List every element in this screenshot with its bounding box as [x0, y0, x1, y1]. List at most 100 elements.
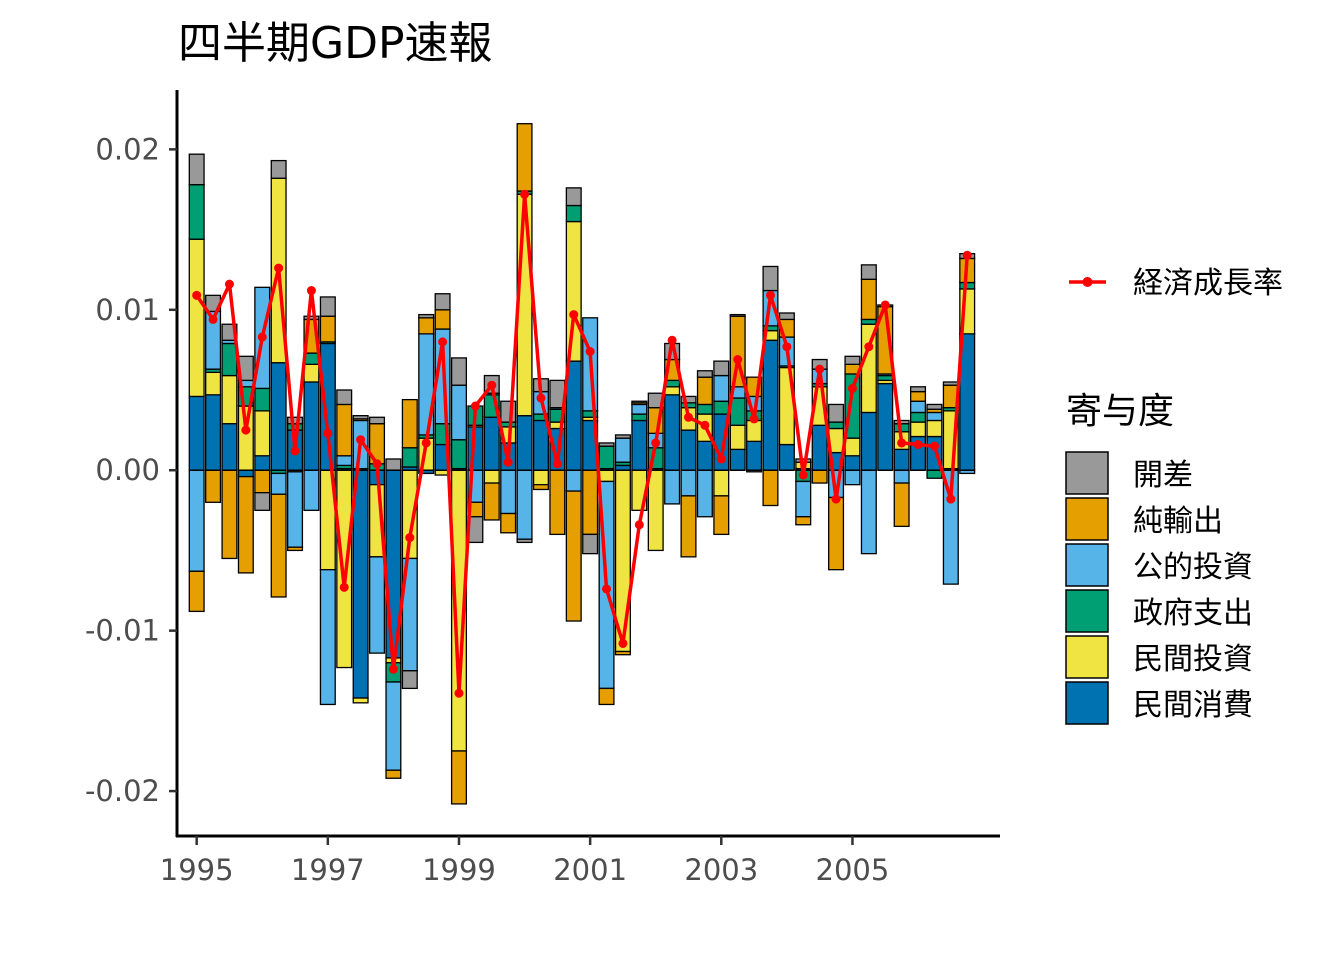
x-tick-label: 1997: [291, 853, 365, 887]
growth-point: [602, 584, 612, 594]
bar-segment: [532, 469, 549, 486]
bar-segment: [205, 469, 222, 503]
bar-segment: [828, 496, 845, 571]
bar-segment: [319, 315, 336, 343]
legend-item-label: 公的投資: [1133, 550, 1253, 585]
growth-point: [405, 533, 415, 543]
bar-segment: [844, 355, 861, 365]
bar-segment: [910, 421, 927, 438]
bar-segment: [844, 455, 861, 471]
bar-segment: [696, 376, 713, 406]
bar-segment: [352, 469, 369, 699]
bar-segment: [713, 360, 730, 377]
bar-segment: [254, 387, 271, 412]
bar-segment: [910, 400, 927, 414]
bar-segment: [532, 419, 549, 471]
bar-segment: [713, 374, 730, 402]
growth-line: [195, 192, 969, 695]
bar-segment: [254, 455, 271, 471]
bar-segment: [401, 398, 418, 449]
growth-point: [618, 638, 628, 648]
growth-point: [438, 337, 448, 347]
bar-segment: [910, 386, 927, 393]
bar-segment: [188, 153, 205, 186]
growth-point: [356, 435, 366, 445]
bar-segment: [614, 650, 631, 656]
bar-segment: [729, 448, 746, 471]
chart-title: 四半期GDP速報: [178, 18, 493, 69]
bar-segment: [877, 382, 894, 471]
growth-point: [208, 314, 218, 324]
x-tick-label: 2003: [684, 853, 758, 887]
bar-segment: [483, 469, 500, 484]
bar-segment: [270, 159, 287, 179]
growth-point: [487, 380, 497, 390]
legend-item-label: 民間消費: [1133, 688, 1253, 723]
bar-segment: [631, 413, 648, 422]
growth-point: [224, 279, 234, 289]
bar-segment: [287, 423, 304, 431]
bar-segment: [500, 469, 517, 515]
growth-point: [274, 263, 284, 273]
bar-segment: [860, 278, 877, 321]
bar-segment: [762, 265, 779, 292]
bar-segment: [188, 238, 205, 398]
y-tick-label: 0.00: [95, 453, 160, 487]
growth-point: [913, 440, 923, 450]
bar-segment: [860, 411, 877, 471]
growth-point: [929, 441, 939, 451]
bar-segment: [385, 458, 402, 471]
bar-segment: [565, 204, 582, 223]
bar-segment: [287, 471, 304, 548]
growth-point: [470, 401, 480, 411]
bar-segment: [696, 403, 713, 415]
growth-point: [749, 414, 759, 424]
bar-segment: [434, 293, 451, 311]
bar-segment: [401, 447, 418, 468]
legend-swatch: [1065, 543, 1109, 587]
legend-swatch: [1065, 681, 1109, 725]
bar-segment: [778, 312, 795, 321]
bar-segment: [582, 533, 599, 555]
bar-segment: [303, 381, 320, 471]
legend-item-label: 開差: [1133, 458, 1193, 493]
bar-segment: [664, 469, 681, 505]
x-axis-ticks: 1995 1997 1999 2001 2003 2005: [160, 836, 890, 887]
growth-point: [536, 393, 546, 403]
x-tick-label: 2005: [816, 853, 890, 887]
bar-segment: [516, 123, 533, 192]
bar-segment: [696, 370, 713, 378]
bar-segment: [516, 538, 533, 544]
bar-segment: [188, 184, 205, 240]
bar-segment: [500, 421, 517, 428]
bar-segment: [729, 424, 746, 451]
legend-swatch: [1065, 589, 1109, 633]
bar-segment: [926, 403, 943, 410]
bar-segment: [664, 394, 681, 471]
bar-segment: [631, 419, 648, 471]
bar-segment: [450, 750, 468, 805]
growth-point: [290, 446, 300, 456]
bar-segment: [746, 419, 763, 442]
legend-title: 寄与度: [1066, 391, 1174, 432]
legend-line-key-point: [1082, 277, 1093, 287]
bar-segment: [418, 313, 435, 319]
bar-segment: [319, 296, 336, 317]
bar-segment: [385, 681, 402, 771]
bar-segment: [434, 309, 451, 330]
growth-point: [864, 342, 874, 352]
bar-segment: [368, 416, 386, 425]
growth-point: [569, 310, 579, 320]
growth-point: [684, 412, 694, 422]
bar-segment: [221, 374, 238, 425]
bar-segment: [270, 493, 287, 598]
bar-segment: [352, 697, 369, 704]
bar-segment: [762, 339, 779, 471]
bar-segment: [713, 400, 730, 415]
bar-segment: [729, 397, 746, 426]
bar-segment: [254, 410, 271, 457]
growth-point: [716, 454, 726, 464]
